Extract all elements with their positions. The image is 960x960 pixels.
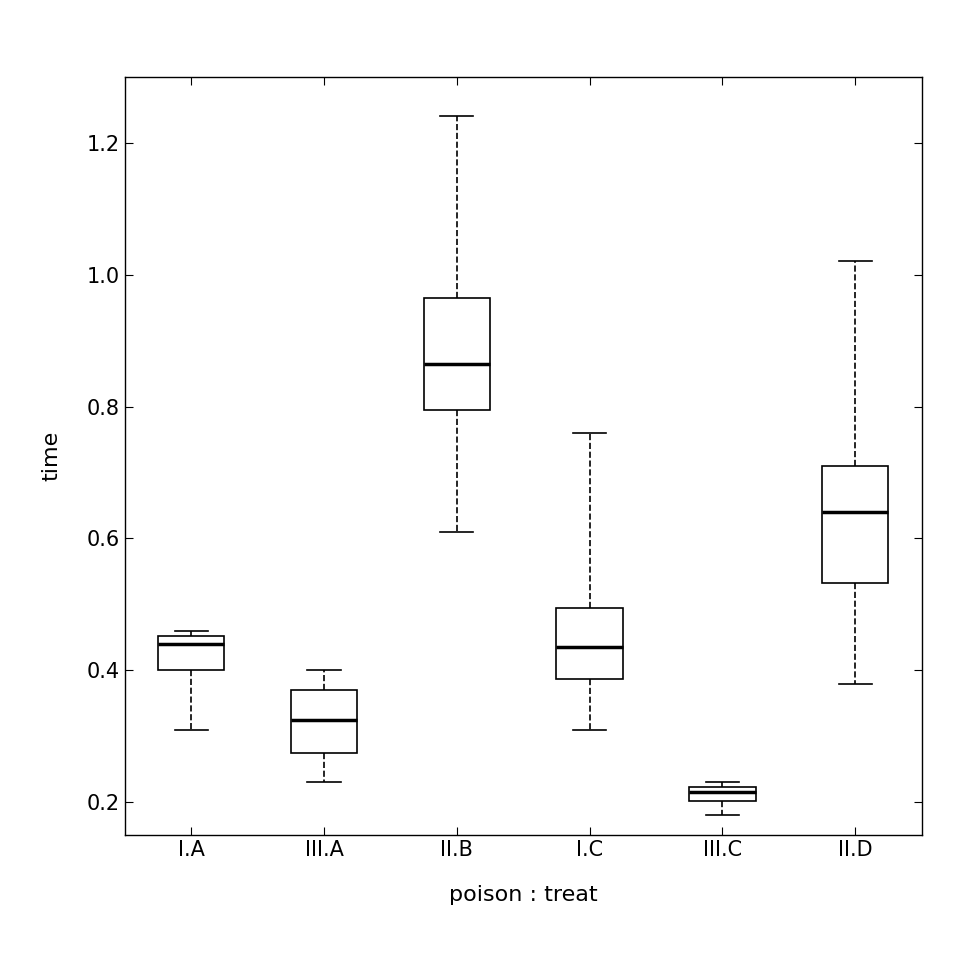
PathPatch shape xyxy=(291,690,357,753)
PathPatch shape xyxy=(158,636,225,670)
PathPatch shape xyxy=(423,298,490,410)
PathPatch shape xyxy=(822,466,888,583)
PathPatch shape xyxy=(557,608,623,679)
Y-axis label: time: time xyxy=(41,431,61,481)
PathPatch shape xyxy=(689,787,756,801)
X-axis label: poison : treat: poison : treat xyxy=(449,885,597,905)
